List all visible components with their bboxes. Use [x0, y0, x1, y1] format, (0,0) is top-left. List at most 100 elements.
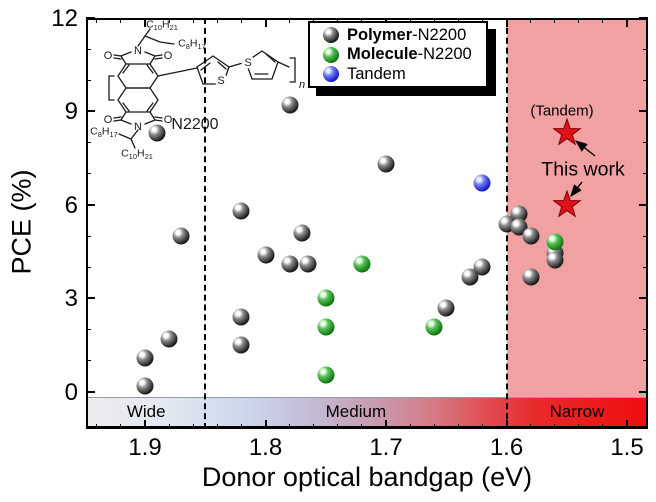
y-major-tick-right [639, 391, 648, 393]
y-minor-tick-right [643, 79, 648, 81]
imide-ring-bottom [120, 111, 156, 125]
data-point-polymer-n2200 [172, 227, 190, 245]
alkyl-label-c8h17-bottom: C8H17 [90, 126, 118, 140]
repeat-bracket-left [108, 75, 115, 101]
x-tick-label: 1.5 [610, 434, 644, 461]
data-point-molecule-n2200 [317, 318, 335, 336]
data-point-polymer-n2200 [293, 224, 311, 242]
alkyl-chain-bottom [118, 129, 139, 149]
x-minor-tick [578, 424, 580, 429]
data-point-polymer-n2200 [232, 336, 250, 354]
x-minor-tick [361, 424, 363, 429]
y-minor-tick [86, 235, 91, 237]
y-minor-tick [86, 266, 91, 268]
this-work-annotation: This work [541, 158, 625, 181]
x-minor-tick-top [457, 18, 459, 23]
naphthalene-ring [117, 63, 159, 89]
legend-marker-icon [323, 27, 339, 43]
x-tick-label: 1.9 [128, 434, 162, 461]
y-minor-tick [86, 142, 91, 144]
y-minor-tick-right [643, 142, 648, 144]
data-point-molecule-n2200 [425, 318, 443, 336]
x-minor-tick-top [168, 18, 170, 23]
x-minor-tick [120, 424, 122, 429]
y-minor-tick-right [643, 235, 648, 237]
y-tick-label: 3 [64, 285, 78, 313]
x-tick-label: 1.6 [489, 434, 524, 461]
x-minor-tick [216, 424, 218, 429]
y-major-tick [86, 203, 95, 206]
repeat-bracket-right [289, 57, 296, 83]
x-minor-tick-top [216, 18, 218, 23]
x-major-tick [264, 420, 267, 429]
data-point-molecule-n2200 [317, 289, 335, 307]
oxygen-label: O [164, 114, 173, 126]
legend: Polymer-N2200 Molecule-N2200 Tandem [308, 21, 488, 88]
data-point-polymer-n2200 [546, 251, 564, 269]
x-minor-tick-top [313, 18, 315, 23]
data-point-polymer-n2200 [281, 96, 299, 114]
y-minor-tick-right [643, 266, 648, 268]
y-minor-tick-right [643, 329, 648, 331]
thiophene-2-double-bonds [254, 53, 276, 75]
y-minor-tick-right [643, 48, 648, 50]
legend-item-label: Molecule-N2200 [347, 45, 472, 63]
y-axis-title: PCE (%) [6, 169, 37, 275]
aromatic-bond [122, 64, 154, 112]
x-minor-tick [433, 424, 435, 429]
data-point-polymer-n2200 [257, 246, 274, 264]
sulfur-label: S [244, 57, 251, 69]
band-label-medium: Medium [325, 402, 387, 421]
x-minor-tick-top [96, 18, 98, 23]
data-point-polymer-n2200 [522, 227, 540, 245]
x-minor-tick [337, 424, 339, 429]
naphthalene-ring [117, 87, 159, 113]
data-point-tandem [473, 174, 491, 192]
repeat-n-label: n [299, 79, 305, 91]
data-point-polymer-n2200 [232, 308, 250, 326]
x-minor-tick [96, 424, 98, 429]
alkyl-label-c10h21-top: C10H21 [146, 19, 178, 33]
legend-item-label: Tandem [347, 64, 406, 83]
x-major-tick-top [626, 18, 628, 27]
x-minor-tick-top [192, 18, 194, 23]
y-tick-label: 9 [64, 98, 78, 126]
x-minor-tick-top [481, 18, 483, 23]
y-major-tick [86, 391, 95, 393]
alkyl-chain-top [137, 28, 175, 47]
x-minor-tick-top [120, 18, 122, 23]
band-label-wide: Wide [126, 402, 166, 421]
data-point-polymer-n2200 [377, 155, 395, 173]
x-major-tick [144, 420, 146, 429]
narrow-bandgap-highlight-region [506, 18, 648, 429]
y-major-tick-right [639, 110, 648, 113]
x-minor-tick-top [240, 18, 242, 23]
y-major-tick-right [639, 297, 648, 300]
oxygen-label: O [104, 50, 113, 62]
data-point-polymer-n2200 [522, 268, 540, 286]
data-point-polymer-n2200 [281, 255, 299, 273]
x-minor-tick [289, 424, 291, 429]
x-major-tick [626, 420, 628, 429]
y-tick-label: 6 [64, 191, 78, 219]
legend-item-tandem: Tandem [323, 65, 486, 84]
x-minor-tick [530, 424, 532, 429]
region-boundary-dashed-line [204, 18, 207, 429]
bracket-bond [277, 61, 290, 68]
y-minor-tick [86, 48, 91, 50]
y-tick-label: 12 [51, 4, 78, 32]
legend-marker-icon [323, 66, 339, 82]
n2200-structure-drawing: N N O O O O S S n N2200 C10H21C8H17C8H17… [90, 19, 305, 162]
y-major-tick [86, 297, 95, 300]
x-tick-label: 1.8 [248, 434, 283, 461]
this-work-star-marker [551, 117, 582, 146]
data-point-polymer-n2200 [232, 202, 250, 220]
band-label-narrow: Narrow [549, 402, 605, 421]
y-minor-tick-right [643, 360, 648, 362]
data-point-polymer-n2200 [148, 124, 166, 142]
x-major-tick-top [505, 18, 508, 27]
molecule-name-label: N2200 [171, 116, 218, 133]
x-minor-tick-top [602, 18, 604, 23]
y-minor-tick [86, 173, 91, 175]
legend-item-label: Polymer-N2200 [347, 25, 467, 44]
